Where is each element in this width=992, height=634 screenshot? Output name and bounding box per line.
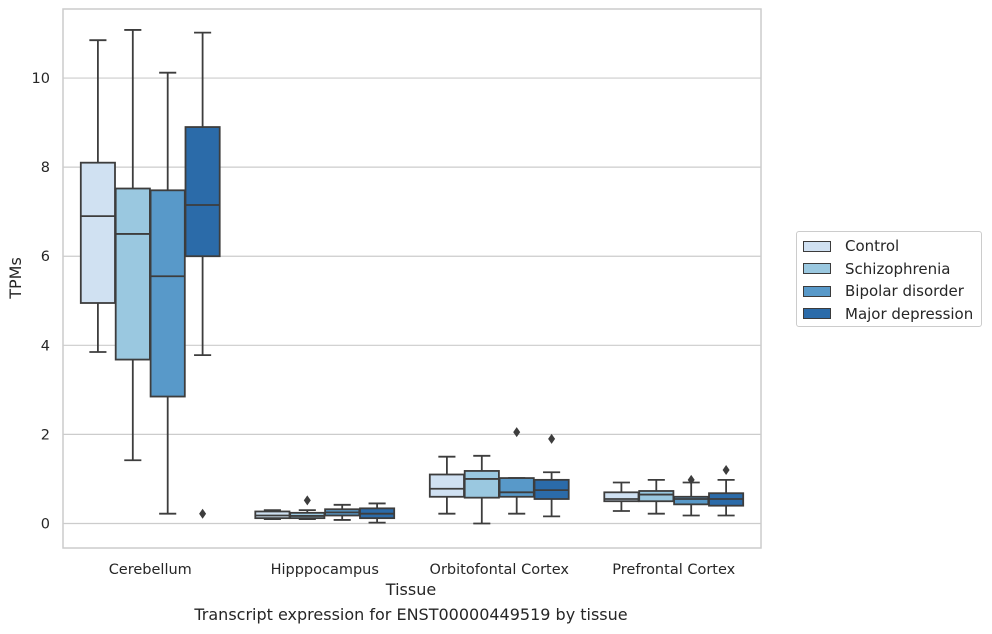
chart-title: Transcript expression for ENST0000044951… — [194, 605, 628, 624]
x-tick-label: Orbitofontal Cortex — [430, 562, 570, 578]
box — [428, 473, 465, 498]
box — [638, 490, 675, 503]
y-tick-label: 4 — [41, 338, 50, 354]
outlier-point — [548, 433, 556, 444]
legend-label: Control — [845, 237, 900, 256]
x-tick-label: Prefrontal Cortex — [612, 562, 735, 578]
legend: Control Schizophrenia Bipolar disorder Majo… — [796, 231, 982, 327]
box — [673, 495, 710, 506]
x-axis-label: Tissue — [385, 580, 436, 599]
legend-swatch — [803, 263, 831, 275]
legend-label: Schizophrenia — [845, 259, 951, 278]
x-tick-label: Cerebellum — [109, 562, 192, 578]
legend-swatch — [803, 285, 831, 297]
plot-frame — [62, 8, 762, 549]
legend-item: Major depression — [803, 303, 981, 326]
legend-item: Bipolar disorder — [803, 280, 981, 303]
legend-swatch — [803, 308, 831, 320]
outlier-point — [687, 474, 695, 485]
legend-item: Control — [803, 235, 981, 258]
box-control — [428, 455, 465, 515]
legend-swatch — [803, 240, 831, 252]
box-schizophrenia — [638, 478, 675, 515]
box-control — [254, 509, 291, 520]
legend-label: Major depression — [845, 304, 974, 323]
y-tick-label: 2 — [41, 427, 50, 443]
box — [149, 189, 186, 398]
x-tick-label: Hipppocampus — [271, 562, 379, 578]
box-bipolar-disorder — [149, 71, 186, 515]
outlier-point — [303, 495, 311, 506]
outlier-point — [722, 465, 730, 476]
box — [79, 161, 116, 304]
box — [498, 477, 535, 498]
outlier-point — [199, 508, 207, 519]
box-major-depression — [184, 31, 221, 519]
box-major-depression — [359, 502, 396, 524]
box-bipolar-disorder — [673, 474, 710, 517]
outlier-point — [513, 427, 521, 438]
y-tick-label: 10 — [32, 71, 50, 87]
legend-item: Schizophrenia — [803, 258, 981, 281]
y-tick-label: 8 — [41, 160, 50, 176]
y-tick-label: 0 — [41, 517, 50, 533]
box-control — [79, 39, 116, 353]
box — [463, 470, 500, 499]
box-schizophrenia — [289, 495, 326, 520]
y-tick-label: 6 — [41, 249, 50, 265]
box-major-depression — [533, 433, 570, 518]
legend-label: Bipolar disorder — [845, 282, 964, 301]
box — [184, 126, 221, 258]
box-major-depression — [708, 465, 745, 517]
y-axis-label: TPMs — [6, 257, 25, 300]
box — [114, 187, 151, 361]
